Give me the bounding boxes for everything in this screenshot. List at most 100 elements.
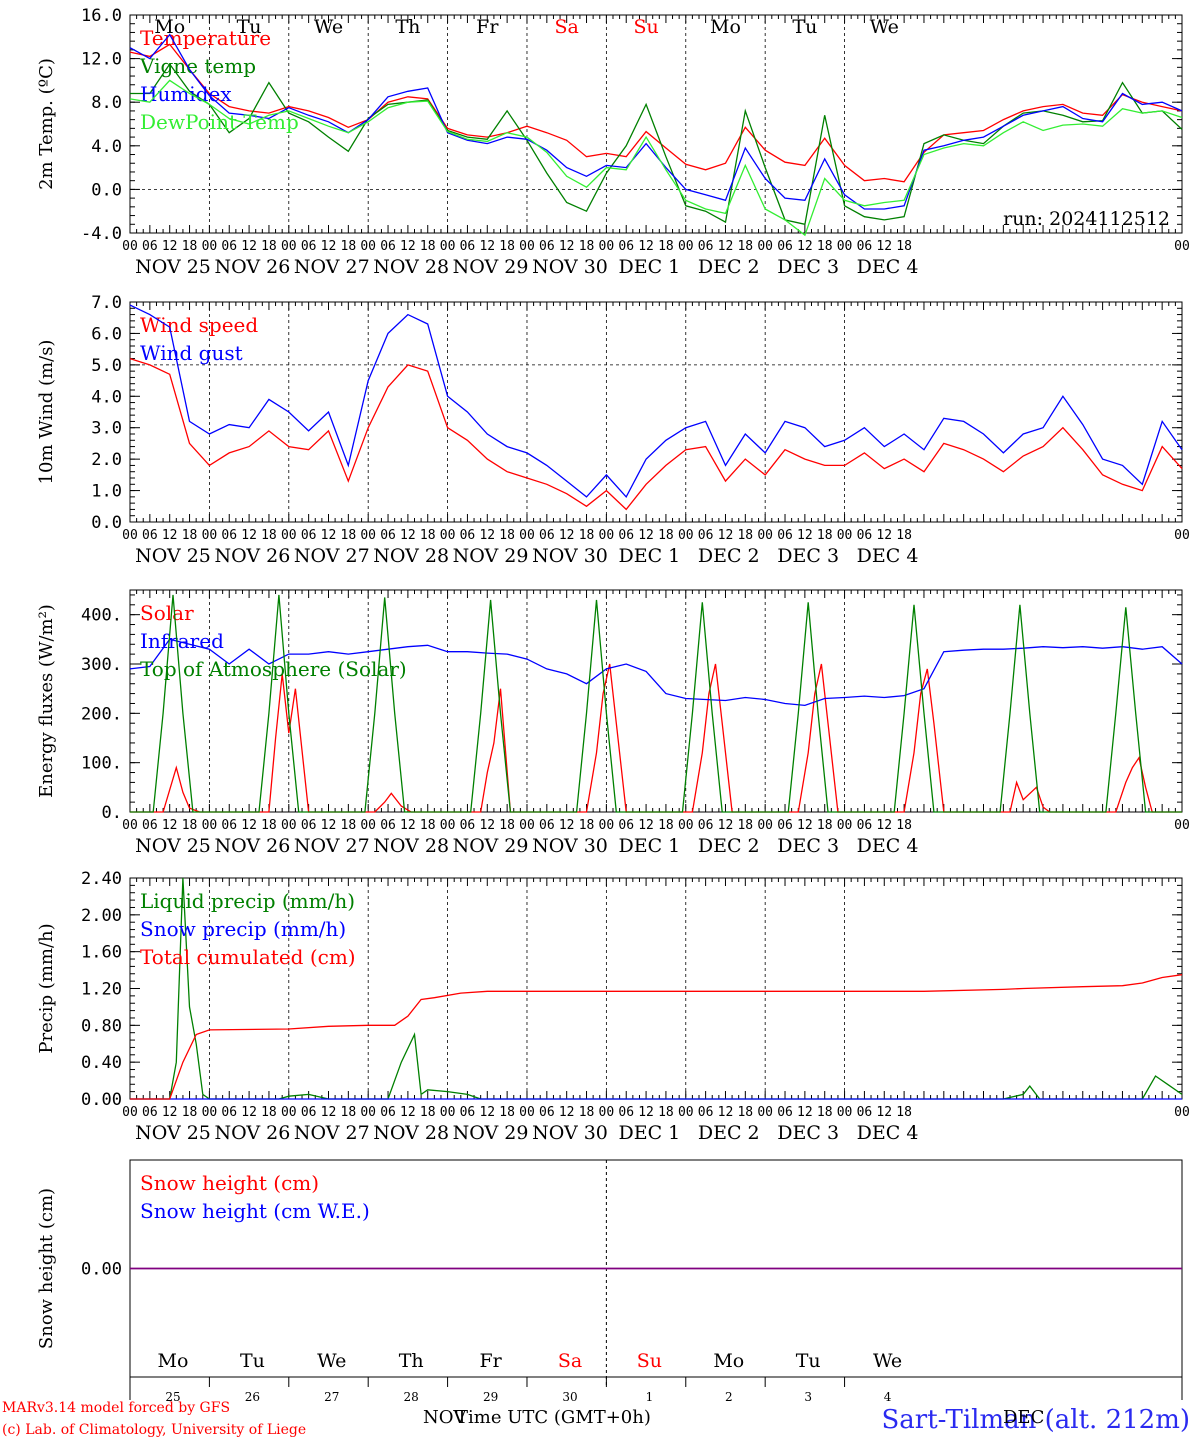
hour-tick-label: 06 [142, 1105, 158, 1120]
hour-tick-label: 06 [380, 818, 396, 833]
hour-tick-label: 18 [896, 818, 912, 833]
hour-tick-label: 06 [539, 528, 555, 543]
y-tick-label: -4.0 [81, 224, 122, 244]
y-tick-label: 4.0 [91, 137, 122, 157]
legend-entry: Liquid precip (mm/h) [140, 889, 355, 913]
hour-tick-label: 12 [479, 239, 495, 254]
hour-tick-label: 12 [479, 528, 495, 543]
hour-tick-label: 12 [559, 239, 575, 254]
hour-tick-label: 00 [202, 528, 218, 543]
y-axis-label: 10m Wind (m/s) [36, 340, 57, 485]
hour-tick-label: 18 [896, 239, 912, 254]
legend-entry: Snow precip (mm/h) [140, 917, 346, 941]
y-tick-label: 0.40 [81, 1053, 122, 1073]
day-name: Su [633, 16, 658, 38]
hour-tick-label: 18 [737, 818, 753, 833]
date-label: DEC 2 [698, 1122, 760, 1144]
day-name: Tu [237, 16, 262, 38]
day-name: Su [637, 1350, 662, 1372]
hour-tick-label: 06 [221, 239, 237, 254]
series-line-wind-speed [129, 357, 1183, 511]
date-label: NOV 30 [532, 545, 608, 567]
hour-tick-label: 18 [261, 239, 277, 254]
hour-tick-label: 06 [618, 818, 634, 833]
y-tick-label: 2.00 [81, 906, 122, 926]
series-line-temperature [129, 43, 1183, 183]
hour-tick-label: 00 [202, 1105, 218, 1120]
hour-tick-label: 06 [857, 239, 873, 254]
date-label: NOV 29 [453, 1122, 529, 1144]
hour-tick-label: 18 [420, 528, 436, 543]
hour-tick-label: 18 [261, 528, 277, 543]
hour-tick-label: 06 [698, 818, 714, 833]
day-name: Sa [558, 1350, 582, 1372]
hour-tick-label: 00 [837, 528, 853, 543]
y-axis-label: Snow height (cm) [36, 1188, 57, 1349]
day-name: Sa [555, 16, 579, 38]
day-name: Mo [154, 16, 185, 38]
hour-tick-label: 06 [460, 239, 476, 254]
hour-tick-label: 06 [380, 528, 396, 543]
hour-tick-label: 06 [777, 528, 793, 543]
date-label: NOV 30 [532, 1122, 608, 1144]
hour-tick-label: 18 [737, 239, 753, 254]
hour-tick-label: 12 [400, 528, 416, 543]
date-label: NOV 27 [294, 545, 370, 567]
hour-tick-label: 12 [797, 239, 813, 254]
hour-tick-label: 12 [797, 528, 813, 543]
date-label: NOV 25 [135, 835, 211, 857]
hour-tick-label: 06 [539, 818, 555, 833]
hour-tick-label: 00 [440, 239, 456, 254]
y-tick-label: 0.80 [81, 1016, 122, 1036]
hour-tick-label: 00 [678, 818, 694, 833]
date-label: NOV 27 [294, 835, 370, 857]
day-name: Tu [796, 1350, 821, 1372]
y-tick-label: 1.0 [91, 482, 122, 502]
month-left-label: NOV [423, 1407, 467, 1428]
hour-tick-label: 00 [360, 239, 376, 254]
hour-tick-label: 06 [142, 239, 158, 254]
legend-entry: Vigne temp [139, 54, 256, 78]
hour-tick-label: 06 [301, 818, 317, 833]
hour-tick-label: 12 [638, 818, 654, 833]
hour-tick-label: 00 [1174, 1105, 1190, 1120]
date-label: NOV 28 [373, 256, 449, 278]
hour-tick-label: 00 [202, 818, 218, 833]
legend-entry: DewPoint Temp [140, 110, 299, 134]
y-tick-label: 2.40 [81, 869, 122, 889]
hour-tick-label: 00 [757, 528, 773, 543]
hour-tick-label: 06 [857, 818, 873, 833]
hour-tick-label: 18 [579, 818, 595, 833]
date-label: NOV 28 [373, 1122, 449, 1144]
hour-tick-label: 18 [261, 818, 277, 833]
hour-tick-label: 18 [341, 1105, 357, 1120]
hour-tick-label: 06 [698, 1105, 714, 1120]
hour-tick-label: 06 [698, 239, 714, 254]
hour-tick-label: 18 [579, 239, 595, 254]
hour-tick-label: 18 [658, 1105, 674, 1120]
hour-tick-label: 18 [658, 239, 674, 254]
day-number: 3 [804, 1390, 812, 1404]
hour-tick-label: 00 [122, 818, 138, 833]
hour-tick-label: 12 [559, 1105, 575, 1120]
hour-tick-label: 18 [658, 528, 674, 543]
legend-entry: Wind speed [140, 313, 258, 337]
hour-tick-label: 00 [678, 528, 694, 543]
y-tick-label: 0.00 [81, 1090, 122, 1110]
month-right-label: DEC [1003, 1407, 1044, 1428]
hour-tick-label: 12 [162, 239, 178, 254]
y-axis-label: Precip (mm/h) [36, 923, 57, 1053]
day-name: Th [395, 16, 420, 38]
day-number: 25 [165, 1390, 180, 1404]
hour-tick-label: 00 [440, 528, 456, 543]
hour-tick-label: 00 [599, 239, 615, 254]
hour-tick-label: 18 [182, 528, 198, 543]
date-label: NOV 26 [214, 1122, 290, 1144]
hour-tick-label: 12 [559, 528, 575, 543]
hour-tick-label: 00 [1174, 818, 1190, 833]
hour-tick-label: 18 [499, 528, 515, 543]
day-number: 29 [483, 1390, 498, 1404]
hour-tick-label: 00 [281, 818, 297, 833]
footer-lab-text: (c) Lab. of Climatology, University of L… [2, 1422, 306, 1438]
hour-tick-label: 18 [579, 528, 595, 543]
